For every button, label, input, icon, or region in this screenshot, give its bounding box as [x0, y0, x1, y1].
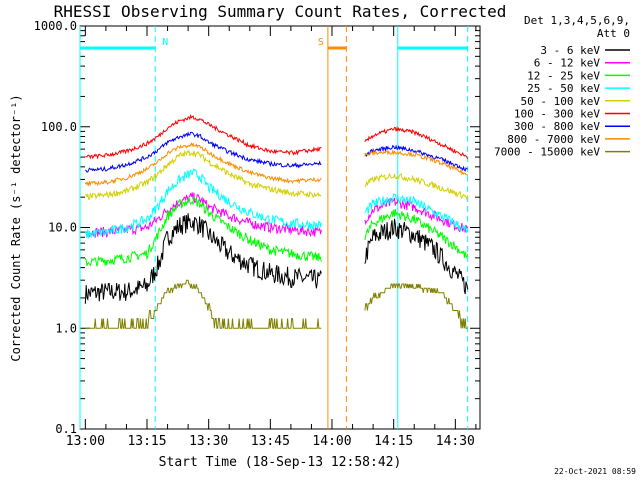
- legend-label-4: 50 - 100 keV: [521, 95, 601, 108]
- annotation-label-S: S: [318, 37, 324, 48]
- y-tick-label: 10.0: [48, 221, 77, 235]
- series-line-7: [84, 141, 469, 187]
- x-tick-label: 14:30: [436, 434, 475, 449]
- annotation-label-N: N: [162, 37, 168, 48]
- legend-label-5: 100 - 300 keV: [514, 108, 600, 121]
- series-line-2: [84, 196, 469, 267]
- x-tick-label: 13:15: [127, 434, 166, 449]
- legend-label-2: 12 - 25 keV: [527, 69, 600, 82]
- x-tick-label: 14:15: [374, 434, 413, 449]
- footer-timestamp: 22-Oct-2021 08:59: [554, 467, 636, 476]
- series-line-0: [84, 213, 469, 304]
- x-axis-ticks: 13:00 13:15 13:30 13:45 14:00 14:15 14:30: [66, 26, 477, 449]
- series-line-5: [85, 113, 469, 160]
- x-tick-label: 13:30: [189, 434, 228, 449]
- y-tick-label: 100.0: [41, 120, 77, 134]
- y-axis-ticks: 0.1 1.0 10.0 100.0 1000.0: [34, 19, 480, 436]
- y-tick-label: 0.1: [55, 422, 77, 436]
- legend-header-line-1: Det 1,3,4,5,6,9,: [524, 14, 630, 27]
- x-axis-label: Start Time (18-Sep-13 12:58:42): [159, 455, 402, 470]
- legend-label-6: 300 - 800 keV: [514, 120, 600, 133]
- legend-label-1: 6 - 12 keV: [534, 57, 601, 70]
- y-tick-label: 1.0: [55, 321, 77, 335]
- series-line-3: [84, 168, 469, 239]
- y-tick-label: 1000.0: [34, 19, 77, 33]
- legend-header-line-2: Att 0: [597, 27, 630, 40]
- x-tick-label: 13:45: [251, 434, 290, 449]
- series-layer: [84, 113, 469, 329]
- series-line-4: [85, 149, 469, 201]
- legend-label-3: 25 - 50 keV: [527, 82, 600, 95]
- legend-label-7: 800 - 7000 keV: [507, 133, 600, 146]
- y-axis-label: Corrected Count Rate (s⁻¹ detector⁻¹): [9, 94, 23, 361]
- series-line-8: [85, 279, 468, 329]
- x-tick-label: 14:00: [312, 434, 351, 449]
- series-line-6: [85, 131, 468, 173]
- x-tick-label: 13:00: [66, 434, 105, 449]
- legend-label-8: 7000 - 15000 keV: [494, 146, 600, 159]
- chart-title: RHESSI Observing Summary Count Rates, Co…: [54, 2, 507, 21]
- legend-label-0: 3 - 6 keV: [540, 44, 600, 57]
